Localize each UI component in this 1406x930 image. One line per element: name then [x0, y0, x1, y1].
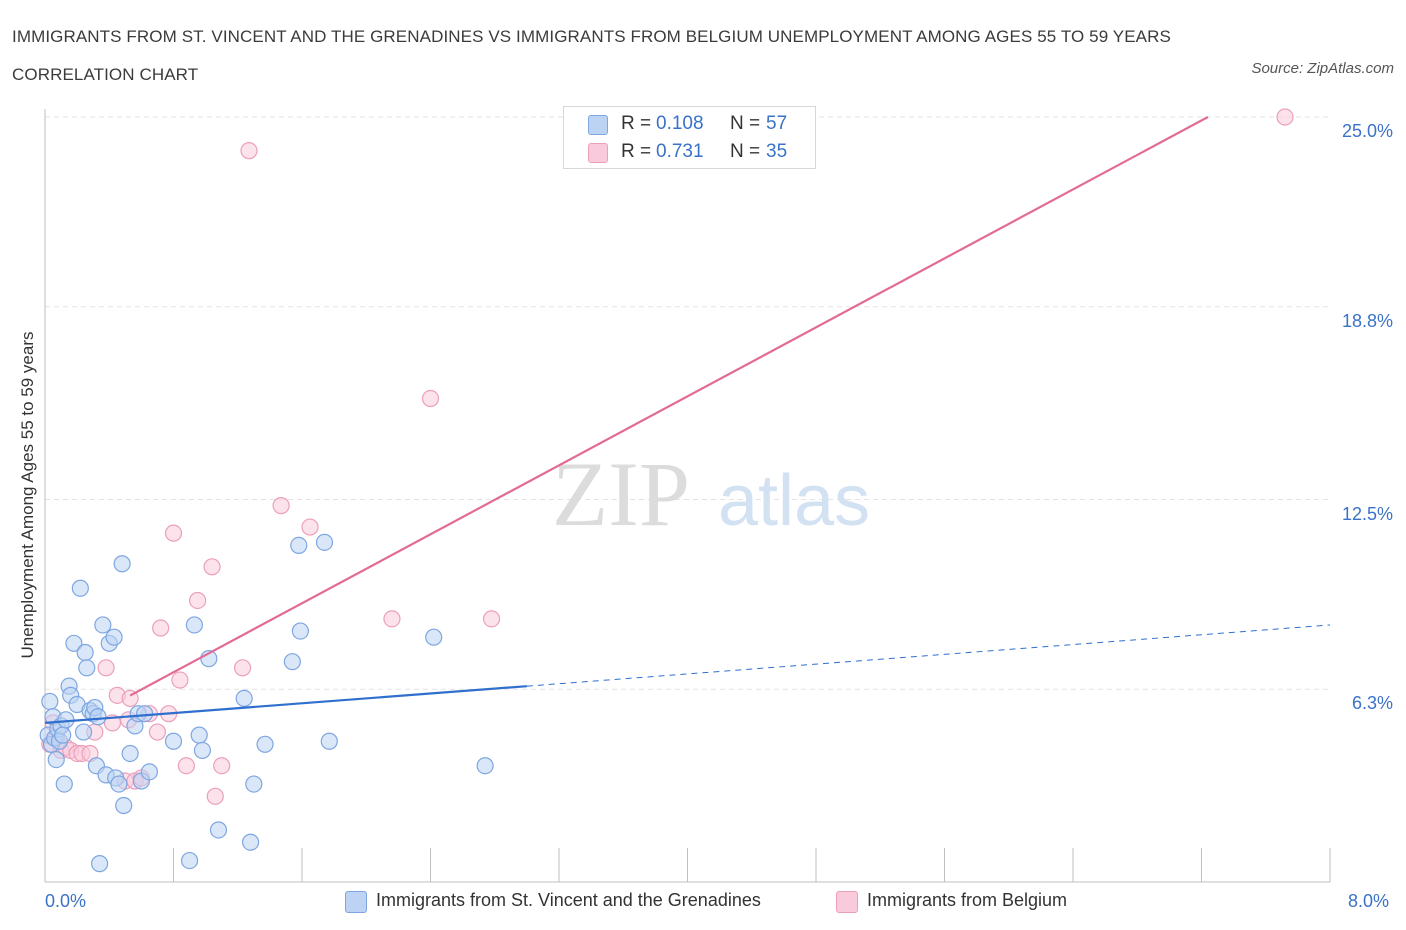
watermark-zip: ZIP	[552, 443, 690, 545]
st-vincent-point	[140, 763, 159, 781]
st-vincent-point	[94, 616, 112, 634]
legend-r-value: 0.731	[656, 141, 704, 162]
bottom-legend-swatch-pink	[836, 891, 858, 913]
st-vincent-point	[115, 796, 133, 815]
x-tick-label-max: 8.0%	[1348, 891, 1390, 911]
bottom-legend-swatch-blue	[345, 891, 367, 913]
grid-lines	[45, 116, 1330, 690]
st-vincent-point	[89, 708, 107, 726]
legend-r-value: 0.108	[656, 113, 704, 134]
st-vincent-trend-line	[44, 685, 527, 724]
st-vincent-point	[65, 634, 83, 652]
y-tick-label: 12.5%	[1341, 503, 1393, 524]
legend-n-label: N =	[730, 113, 761, 134]
st-vincent-point	[55, 775, 73, 793]
legend-n-value: 57	[766, 113, 788, 134]
belgium-point	[206, 787, 224, 805]
legend-swatch-blue	[588, 115, 608, 135]
st-vincent-point	[290, 536, 308, 555]
st-vincent-point	[78, 659, 96, 677]
belgium-point	[272, 497, 290, 515]
st-vincent-point	[425, 628, 443, 646]
watermark-atlas: atlas	[718, 461, 870, 541]
belgium-point	[421, 389, 440, 408]
st-vincent-point	[185, 616, 203, 634]
belgium-point	[233, 659, 252, 677]
belgium-point	[383, 610, 401, 628]
chart-title: IMMIGRANTS FROM ST. VINCENT AND THE GREN…	[12, 27, 1171, 84]
st-vincent-point	[54, 726, 72, 744]
st-vincent-point	[105, 628, 123, 646]
st-vincent-points	[39, 533, 494, 873]
st-vincent-point	[121, 744, 139, 763]
st-vincent-point	[476, 757, 494, 775]
legend-r-label: R =	[621, 113, 652, 134]
y-tick-label: 25.0%	[1341, 121, 1393, 141]
x-tick-label-min: 0.0%	[45, 891, 87, 911]
st-vincent-trend-extension	[526, 624, 1331, 687]
st-vincent-point	[291, 622, 309, 640]
belgium-point	[482, 610, 501, 628]
st-vincent-point	[164, 732, 183, 750]
st-vincent-point	[315, 533, 334, 551]
belgium-trend-line	[129, 116, 1209, 697]
belgium-point	[301, 518, 319, 536]
belgium-point	[240, 142, 258, 160]
st-vincent-point	[74, 723, 93, 741]
st-vincent-point	[41, 692, 59, 711]
belgium-point	[1276, 108, 1294, 126]
belgium-point	[171, 671, 189, 689]
st-vincent-point	[242, 833, 260, 851]
st-vincent-point	[283, 653, 301, 671]
bottom-legend-label: Immigrants from Belgium	[867, 890, 1068, 910]
st-vincent-point	[135, 705, 154, 723]
belgium-point	[97, 659, 115, 677]
st-vincent-point	[256, 735, 274, 753]
legend-n-label: N =	[730, 141, 761, 162]
st-vincent-point	[91, 855, 109, 873]
belgium-point	[203, 558, 221, 576]
axes	[44, 109, 1331, 883]
belgium-point	[164, 524, 183, 542]
st-vincent-point	[235, 689, 253, 708]
watermark: ZIP atlas	[552, 443, 870, 545]
bottom-legend-label: Immigrants from St. Vincent and the Gren…	[376, 890, 761, 910]
trend-lines	[44, 116, 1331, 724]
st-vincent-point	[76, 643, 94, 662]
st-vincent-point	[193, 741, 212, 760]
st-vincent-point	[190, 726, 208, 744]
belgium-point	[177, 757, 195, 775]
st-vincent-point	[110, 775, 128, 793]
st-vincent-point	[180, 851, 199, 870]
legend-r-label: R =	[621, 141, 652, 162]
st-vincent-point	[47, 750, 65, 769]
st-vincent-point	[245, 775, 263, 793]
correlation-legend: R = 0.108 N = 57 R = 0.731 N = 35	[563, 106, 816, 169]
belgium-point	[152, 619, 170, 637]
y-tick-label: 18.8%	[1341, 310, 1393, 331]
legend-swatch-pink	[588, 143, 608, 163]
belgium-point	[213, 757, 231, 775]
belgium-point	[148, 723, 167, 741]
belgium-point	[188, 591, 207, 610]
st-vincent-point	[71, 579, 89, 597]
st-vincent-point	[320, 732, 338, 750]
source-label: Source: ZipAtlas.com	[1251, 60, 1394, 77]
st-vincent-point	[113, 555, 131, 573]
legend-n-value: 35	[766, 141, 788, 162]
st-vincent-point	[209, 821, 228, 839]
y-tick-label: 6.3%	[1351, 693, 1393, 714]
